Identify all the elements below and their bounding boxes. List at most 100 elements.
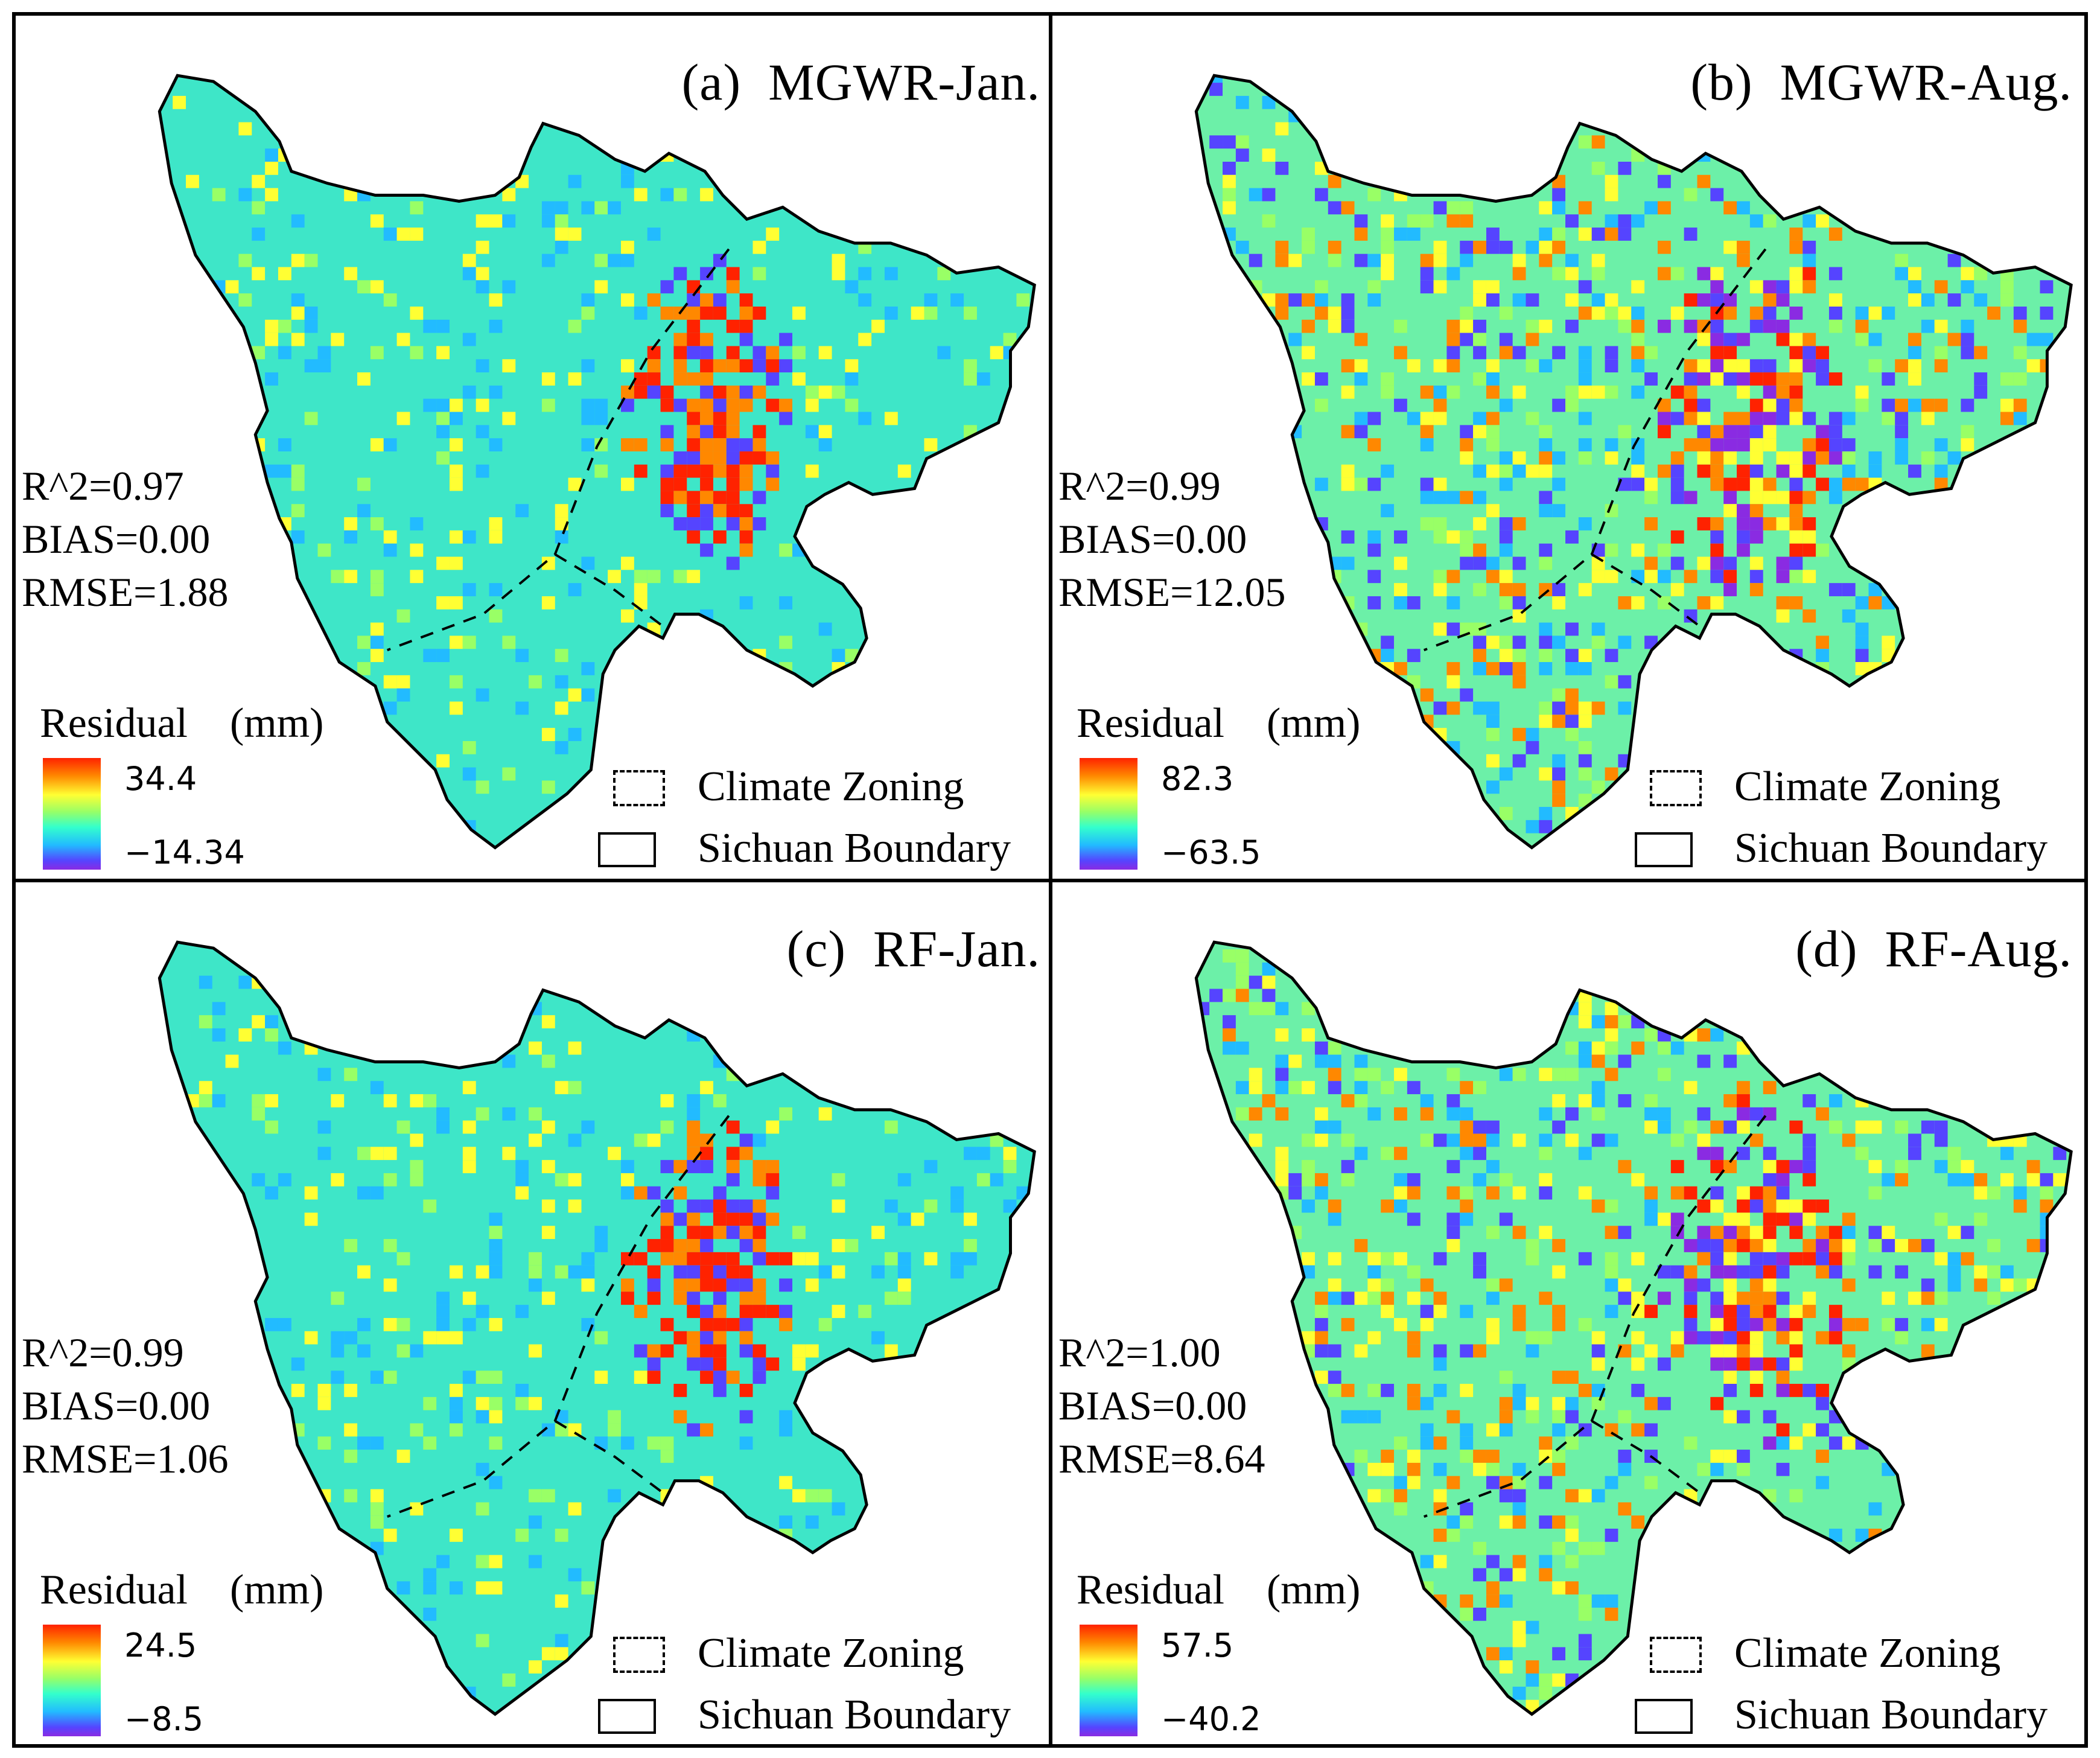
residual-cell [1802,609,1816,623]
residual-cell [1354,1081,1368,1095]
sichuan-boundary-line [158,940,1036,1716]
residual-cell [1921,1317,1935,1331]
residual-cell [1591,622,1605,636]
residual-cell [212,1002,226,1016]
residual-cell [1605,1423,1618,1437]
residual-cell [1618,635,1632,649]
residual-cell [1631,1423,1645,1437]
residual-cell [1460,622,1474,636]
residual-cell [660,1094,674,1107]
residual-cell [1828,372,1842,386]
residual-cell [1302,1173,1315,1186]
residual-cell [752,267,766,281]
residual-cell [660,306,674,320]
residual-cell [489,583,503,596]
residual-cell [1763,319,1777,333]
residual-cell [1262,975,1276,989]
residual-cell [2053,1173,2067,1186]
residual-cell [410,543,424,557]
residual-cell [832,1265,845,1279]
residual-cell [1354,253,1368,267]
residual-cell [1446,1212,1460,1226]
residual-cell [1407,1212,1421,1226]
residual-cell [331,1173,345,1186]
residual-cell [1354,1291,1368,1305]
residual-cell [1578,412,1592,425]
residual-cell [1381,267,1395,281]
residual-cell [1565,649,1579,663]
residual-cell [1446,1226,1460,1240]
residual-cell [1235,95,1249,109]
residual-cell [1618,1462,1632,1476]
residual-cell [752,1344,766,1358]
residual-cell [555,1634,568,1648]
residual-cell [1934,1133,1948,1147]
residual-cell [1697,1107,1711,1121]
residual-cell [726,1147,740,1161]
residual-cell [383,1094,397,1107]
residual-cell [410,1094,424,1107]
residual-cell [1828,306,1842,320]
residual-cell [1842,1278,1856,1292]
residual-cell [1446,1476,1460,1489]
residual-cell [1591,1344,1605,1358]
residual-cell [1789,504,1803,518]
residual-cell [462,1317,476,1331]
residual-cell [1367,1278,1381,1292]
residual-cell [1802,530,1816,544]
residual-cell [1961,346,1974,360]
residual-cell [449,464,463,478]
residual-cell [1341,1160,1355,1173]
residual-cell [1631,464,1645,478]
residual-cell [1578,1054,1592,1068]
residual-cell [449,438,463,451]
residual-cell [897,1212,911,1226]
residual-cell [1644,1423,1658,1437]
residual-cell [1776,609,1790,623]
residual-cell [1499,807,1513,820]
residual-cell [1749,556,1763,570]
residual-cell [1433,1344,1447,1358]
residual-cell [476,1502,489,1516]
residual-cell [1657,412,1671,425]
residual-cell [1512,517,1526,530]
residual-cell [476,240,489,254]
residual-cell [1328,1371,1341,1384]
residual-cell [1552,1305,1566,1318]
map-panel-d: (d) RF-Aug. R^2=1.00 BIAS=0.00 RMSE=8.64… [1049,879,2088,1748]
residual-cell [1381,372,1395,386]
residual-cell [1407,1081,1421,1095]
residual-cell [1802,253,1816,267]
residual-cell [1749,583,1763,596]
residual-cell [660,1450,674,1463]
residual-cell [726,1252,740,1266]
residual-cell [1789,1436,1803,1450]
colorbar [43,1625,101,1736]
residual-cell [396,609,410,623]
residual-cell [964,1239,977,1252]
residual-cell [752,1226,766,1240]
residual-cell [449,1384,463,1397]
residual-cell [1499,517,1513,530]
residual-cell [1235,949,1249,963]
residual-cell [1394,1186,1407,1200]
residual-cell [1512,556,1526,570]
residual-cell [476,267,489,281]
residual-cell [964,1212,977,1226]
residual-cell [818,346,832,360]
residual-cell [541,372,555,386]
residual-cell [779,1476,793,1489]
residual-cell [673,477,687,491]
residual-cell [2040,1199,2054,1213]
residual-cell [1552,754,1566,768]
residual-cell [1578,1541,1592,1555]
residual-cell [357,1265,371,1279]
residual-cell [1934,1120,1948,1134]
residual-cell [1657,267,1671,281]
residual-cell [1855,1147,1869,1161]
residual-cell [1776,372,1790,386]
residual-cell [265,333,278,346]
residual-cell [779,1410,793,1424]
residual-cell [1921,412,1935,425]
residual-cell [1618,1094,1632,1107]
